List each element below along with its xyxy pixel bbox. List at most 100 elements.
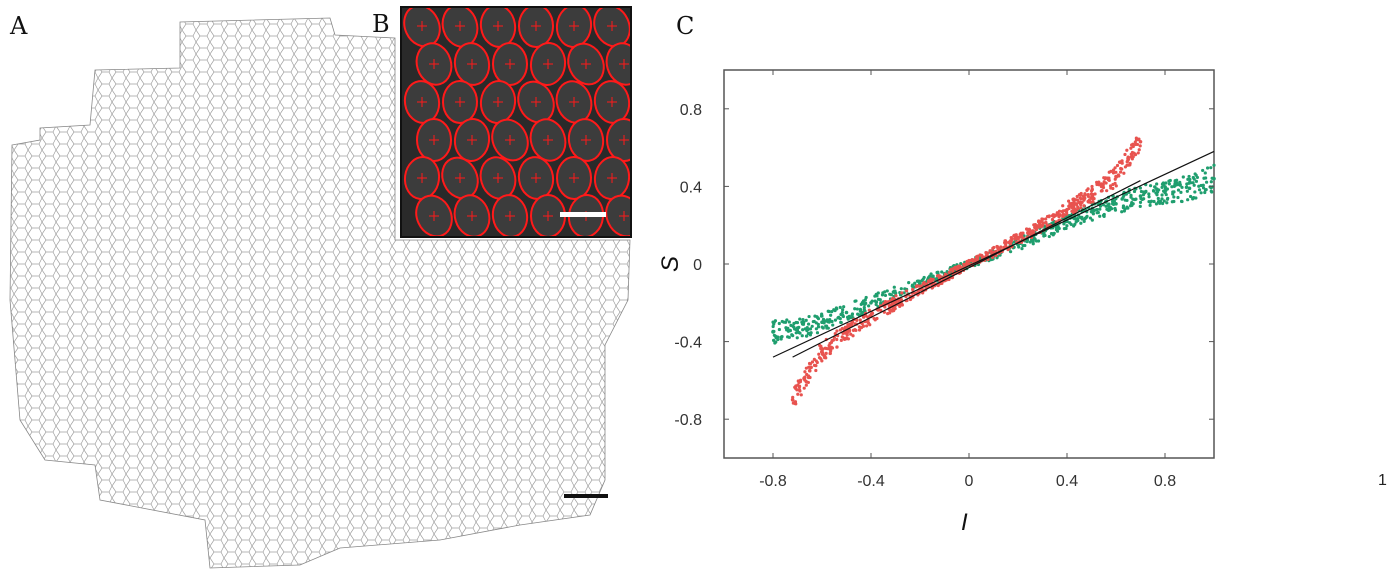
scatter-point xyxy=(794,331,798,335)
scatter-point xyxy=(1008,250,1013,254)
scatter-point xyxy=(885,289,889,293)
scatter-point xyxy=(864,295,868,300)
scatter-point xyxy=(1179,190,1183,194)
scatter-point xyxy=(798,331,802,335)
scatter-point xyxy=(1106,203,1110,207)
scatter-point xyxy=(883,305,887,309)
scatter-point xyxy=(1114,184,1118,188)
scatter-point xyxy=(1136,138,1140,142)
scatter-point xyxy=(837,315,841,319)
scatter-point xyxy=(1016,236,1020,241)
scatter-point xyxy=(806,375,811,380)
ellipse-center-marker xyxy=(505,135,515,145)
scatter-point xyxy=(1036,239,1041,243)
scatter-point xyxy=(1138,144,1142,148)
scatter-point xyxy=(1083,192,1087,196)
ellipse-center-marker xyxy=(607,173,617,183)
scatter-point xyxy=(1047,215,1051,219)
scatter-point xyxy=(1137,148,1141,152)
scatter-point xyxy=(813,314,817,318)
scatter-point xyxy=(1135,142,1140,147)
scatter-point xyxy=(831,338,836,342)
scatter-point xyxy=(802,386,806,390)
scatter-point xyxy=(816,317,821,321)
scatter-point xyxy=(802,320,806,325)
scatter-point xyxy=(803,375,807,379)
scatter-point xyxy=(899,287,903,291)
scatter-point xyxy=(1068,221,1072,225)
scatter-point xyxy=(774,340,778,344)
scatter-point xyxy=(1154,191,1158,195)
scatter-point xyxy=(1119,170,1123,174)
ellipse-center-marker xyxy=(543,211,553,221)
ellipse-center-marker xyxy=(619,135,629,145)
scatter-point xyxy=(820,359,824,363)
ellipse-center-marker xyxy=(531,97,541,107)
scatter-point xyxy=(842,336,846,340)
ellipse-center-marker xyxy=(417,97,427,107)
x-tick-label: 0 xyxy=(965,473,974,490)
scatter-point xyxy=(873,318,877,322)
scatter-point xyxy=(888,303,892,307)
scatter-point xyxy=(829,313,833,317)
scatter-point xyxy=(810,324,814,328)
scatter-point xyxy=(1039,220,1044,224)
scatter-point xyxy=(928,274,932,278)
scatter-point xyxy=(777,321,781,326)
scatter-point xyxy=(1031,242,1035,246)
scatter-point xyxy=(1099,183,1103,187)
scatter-point xyxy=(830,310,834,314)
scatter-point xyxy=(809,365,813,369)
scatter-point xyxy=(846,323,850,327)
panel-label-a: A xyxy=(10,12,28,40)
ellipse-center-marker xyxy=(607,21,617,31)
scatter-point xyxy=(849,332,853,336)
scatter-point xyxy=(1193,190,1197,194)
scatter-point xyxy=(1129,152,1133,156)
scatter-point xyxy=(1117,160,1122,164)
scatter-point xyxy=(1065,224,1069,228)
scatter-point xyxy=(1199,191,1203,195)
scatter-point xyxy=(1162,199,1166,203)
scatter-point xyxy=(804,318,808,322)
scatter-point xyxy=(1205,166,1210,170)
scatter-point xyxy=(797,380,801,384)
scatter-point xyxy=(1204,180,1209,184)
scatter-point xyxy=(799,393,803,397)
scatter-point xyxy=(1152,199,1156,204)
scatter-point xyxy=(893,291,898,295)
y-tick-label: -0.4 xyxy=(674,335,702,352)
ellipse-center-marker xyxy=(543,135,553,145)
ellipse-center-marker xyxy=(493,21,503,31)
scatter-point xyxy=(839,338,843,342)
scatter-point xyxy=(858,318,862,322)
ellipse-center-marker xyxy=(467,135,477,145)
scatter-point xyxy=(1062,222,1066,226)
scatter-point xyxy=(1067,199,1071,203)
scatter-point xyxy=(1044,220,1048,225)
scatter-point xyxy=(803,370,807,374)
scatter-point xyxy=(785,318,789,322)
x-axis-label: I xyxy=(961,509,968,536)
scatter-point xyxy=(1108,184,1113,188)
scatter-point xyxy=(1147,195,1151,199)
scatter-point xyxy=(1041,217,1045,221)
scatter-point xyxy=(806,380,810,385)
scatter-point xyxy=(1166,196,1170,200)
scatter-point xyxy=(853,299,857,303)
scatter-point xyxy=(1076,218,1080,223)
ellipse-center-marker xyxy=(619,59,629,69)
scatter-point xyxy=(844,330,849,334)
scatter-point xyxy=(1061,214,1065,219)
scatter-point xyxy=(858,307,862,311)
scatter-point xyxy=(1044,217,1048,221)
scatter-point xyxy=(999,245,1003,249)
scatter-point xyxy=(784,326,788,330)
scatter-point xyxy=(810,360,815,364)
scatter-point xyxy=(1061,204,1065,208)
scatter-point xyxy=(1209,166,1213,170)
scatter-point xyxy=(1079,206,1083,210)
scatter-point xyxy=(820,320,824,325)
scatter-point xyxy=(1163,185,1167,189)
scatter-point xyxy=(1080,200,1084,204)
